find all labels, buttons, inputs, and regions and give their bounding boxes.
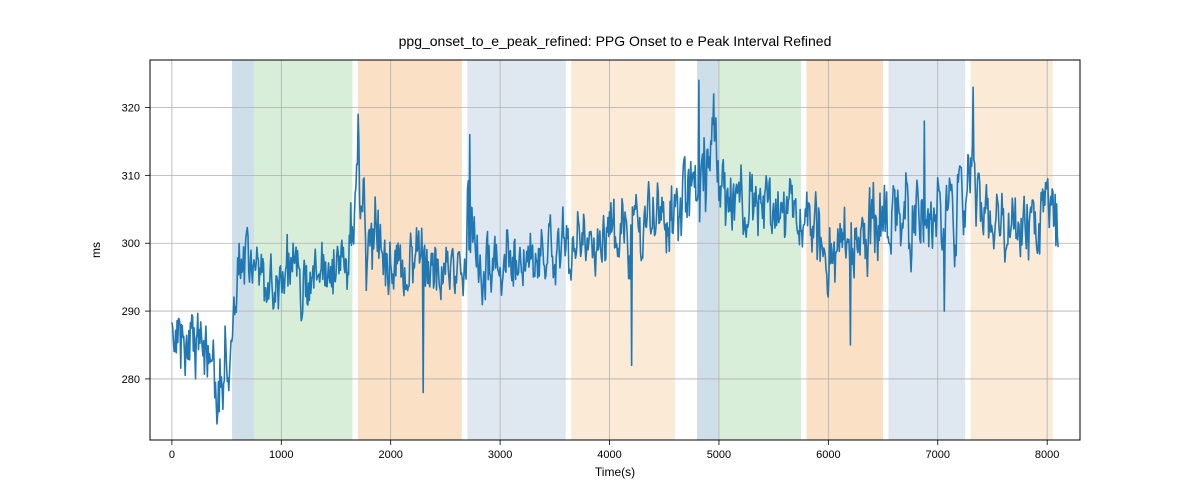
x-tick-label: 0 (169, 449, 175, 461)
x-tick-label: 3000 (488, 449, 512, 461)
chart-title: ppg_onset_to_e_peak_refined: PPG Onset t… (399, 33, 832, 49)
chart-container: 0 1000 2000 3000 4000 5000 6000 7000 8000 280 290 3… (0, 0, 1200, 500)
x-tick-label: 1000 (269, 449, 293, 461)
y-tick-label: 300 (122, 238, 140, 250)
line-chart: 0 1000 2000 3000 4000 5000 6000 7000 8000 280 290 3… (0, 0, 1200, 500)
y-axis-label: ms (89, 242, 103, 258)
y-tick-label: 290 (122, 306, 140, 318)
y-tick-label: 310 (122, 170, 140, 182)
x-axis-label: Time(s) (595, 465, 635, 479)
x-tick-label: 4000 (597, 449, 621, 461)
x-tick-label: 7000 (926, 449, 950, 461)
x-tick-label: 2000 (378, 449, 402, 461)
x-tick-label: 6000 (816, 449, 840, 461)
x-tick-label: 8000 (1035, 449, 1059, 461)
x-tick-label: 5000 (707, 449, 731, 461)
y-tick-label: 280 (122, 374, 140, 386)
y-tick-label: 320 (122, 103, 140, 115)
